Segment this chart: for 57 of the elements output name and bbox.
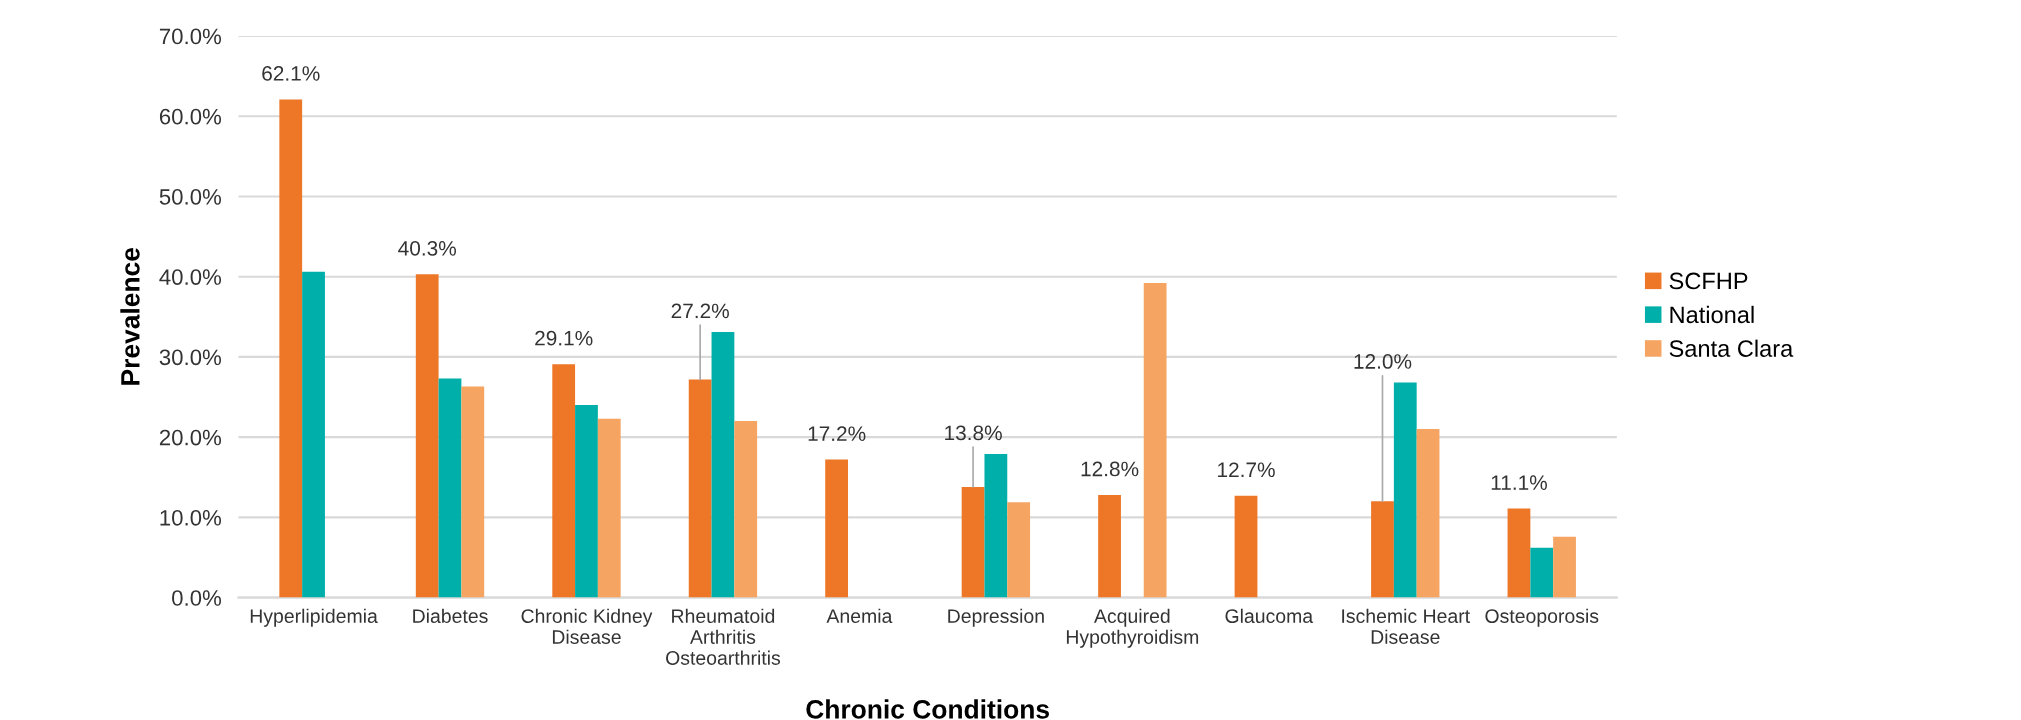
bar [1007, 502, 1031, 598]
data-label: 27.2% [671, 303, 729, 319]
y-tick-label: 10.0% [160, 509, 222, 526]
x-tick-label: Chronic Kidney Disease [521, 608, 653, 644]
bar [575, 405, 598, 598]
data-label: 17.2% [808, 426, 866, 441]
bar [302, 271, 325, 598]
bar [688, 379, 712, 598]
y-tick-label: 30.0% [159, 349, 222, 366]
x-tick-label: Hyperlipidemia [250, 608, 378, 627]
bar [1393, 382, 1417, 598]
bar [1098, 494, 1121, 598]
bar [415, 274, 439, 598]
bar [1371, 501, 1394, 598]
bar [1234, 495, 1258, 598]
data-label: 11.1% [1491, 475, 1547, 490]
x-tick-label: Rheumatoid Arthritis Osteoarthritis [666, 608, 781, 665]
data-label: 40.3% [398, 240, 457, 256]
x-axis-title: Chronic Conditions [806, 699, 1049, 719]
bar [1143, 283, 1167, 598]
bar [1507, 508, 1531, 598]
legend-label: Santa Clara [1669, 339, 1794, 357]
bar [825, 459, 849, 598]
x-tick-label: Acquired Hypothyroidism [1066, 608, 1199, 648]
y-tick-label: 50.0% [159, 188, 222, 205]
y-tick-label: 0.0% [172, 590, 222, 606]
bar [1416, 429, 1440, 598]
x-tick-label: Ischemic Heart Disease [1342, 608, 1470, 644]
y-axis-title: Prevalence [120, 248, 140, 385]
y-tick-label: 40.0% [159, 269, 222, 285]
bar [961, 486, 985, 598]
data-label: 62.1% [262, 66, 320, 81]
legend-label: SCFHP [1669, 272, 1748, 290]
bar [279, 99, 303, 598]
y-tick-label: 60.0% [159, 108, 222, 125]
bar [552, 364, 576, 598]
legend-label: National [1670, 305, 1754, 324]
x-tick-label: Glaucoma [1225, 608, 1314, 623]
data-label: 12.8% [1081, 461, 1139, 477]
bar [597, 418, 621, 598]
x-tick-label: Osteoporosis [1485, 608, 1599, 627]
bar [984, 453, 1008, 598]
x-tick-label: Depression [948, 608, 1044, 627]
bar [1530, 547, 1554, 598]
bar [711, 332, 735, 598]
x-tick-label: Diabetes [413, 608, 488, 623]
bar [438, 378, 462, 598]
y-tick-label: 70.0% [159, 28, 222, 45]
bar [461, 386, 485, 598]
bar [734, 421, 758, 598]
x-tick-label: Anemia [826, 608, 893, 623]
data-label: 12.0% [1354, 354, 1412, 369]
y-tick-label: 20.0% [159, 429, 222, 446]
data-label: 12.7% [1218, 462, 1275, 478]
data-label: 29.1% [535, 330, 593, 346]
bar [1553, 536, 1576, 598]
data-label: 13.8% [945, 425, 1002, 441]
